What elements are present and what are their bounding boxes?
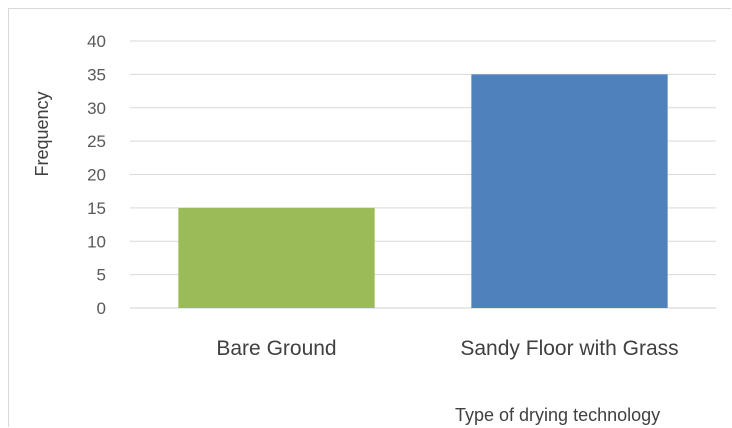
y-tick-label: 10 <box>87 232 106 251</box>
y-tick-label: 35 <box>87 65 106 84</box>
chart-frame <box>8 8 731 427</box>
bars <box>178 74 668 308</box>
y-axis-title: Frequency <box>32 91 52 176</box>
x-axis-categories: Bare Ground Sandy Floor with Grass <box>216 337 678 360</box>
y-tick-label: 20 <box>87 166 106 185</box>
x-category-label: Bare Ground <box>216 337 336 360</box>
bar <box>471 74 668 308</box>
y-tick-label: 0 <box>97 299 106 318</box>
y-tick-label: 40 <box>87 32 106 51</box>
x-axis-title: Type of drying technology <box>455 405 660 425</box>
y-tick-label: 30 <box>87 99 106 118</box>
bar <box>178 207 375 308</box>
y-tick-label: 5 <box>97 266 106 285</box>
y-axis-ticks: 0 5 10 15 20 25 30 35 40 <box>87 32 106 318</box>
x-category-label: Sandy Floor with Grass <box>460 337 678 360</box>
y-tick-label: 25 <box>87 132 106 151</box>
y-tick-label: 15 <box>87 199 106 218</box>
